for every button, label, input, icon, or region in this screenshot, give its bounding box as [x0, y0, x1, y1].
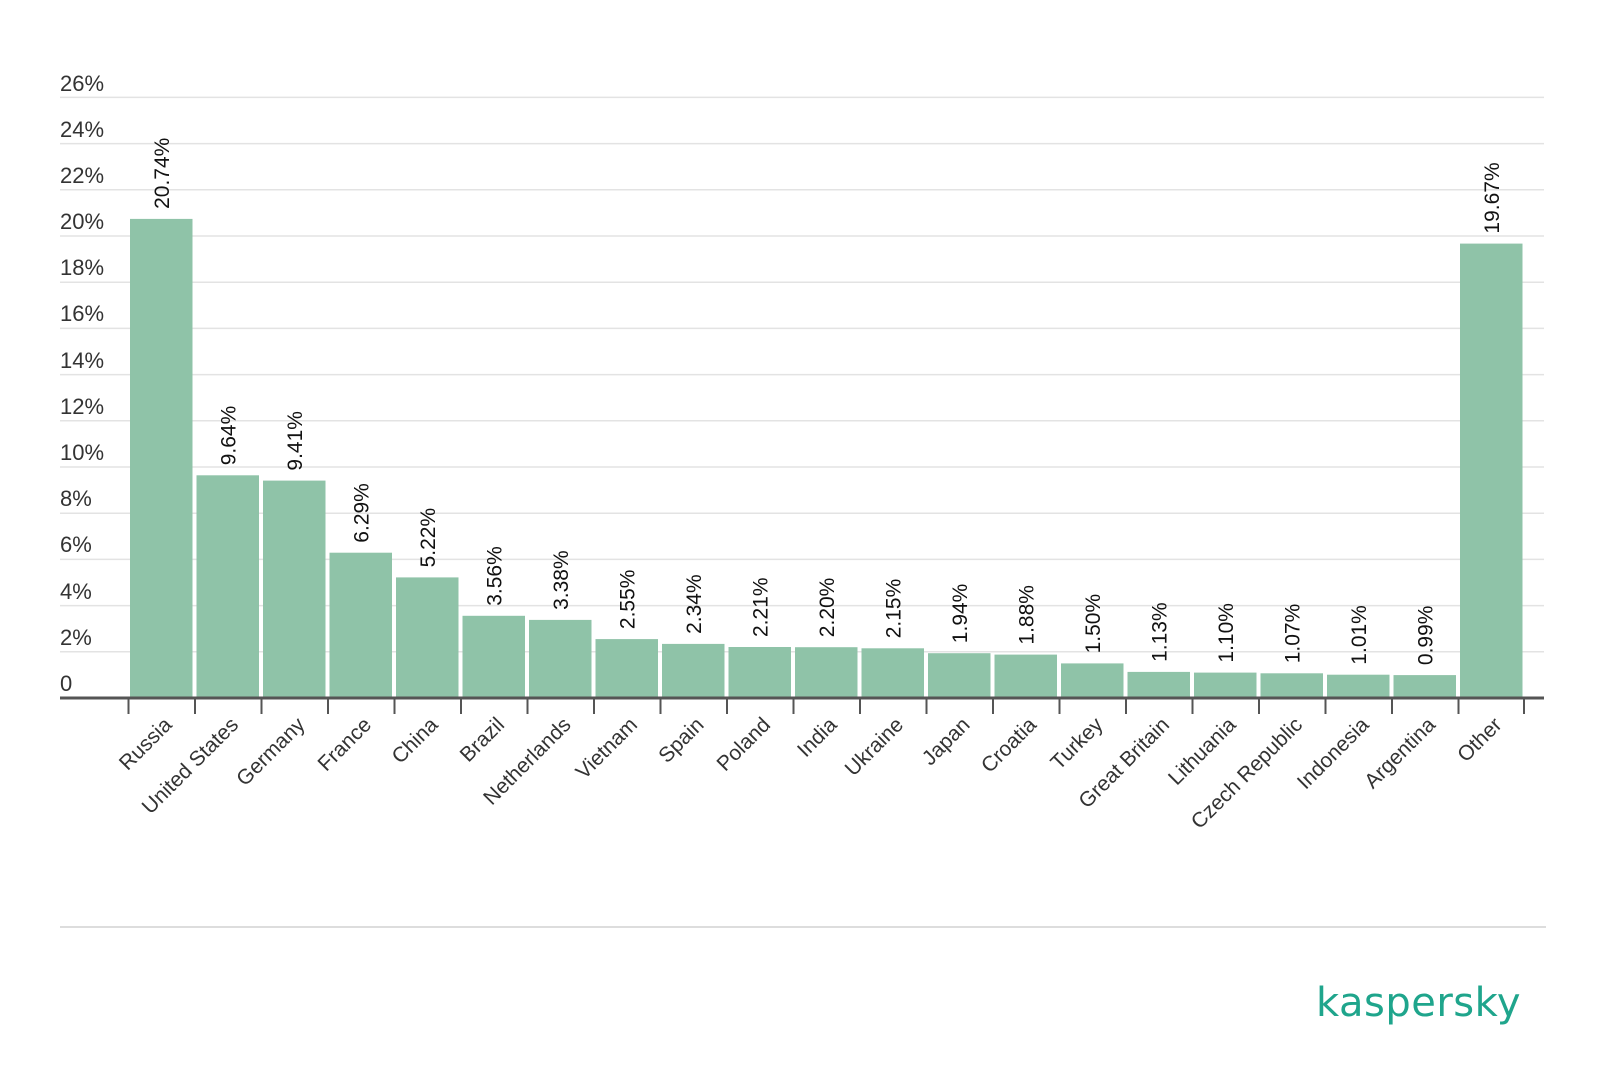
- bar: [1260, 673, 1323, 698]
- x-tick-label: Germany: [232, 713, 310, 791]
- x-tick-label: Other: [1453, 713, 1506, 766]
- x-tick-label: Brazil: [456, 713, 509, 766]
- value-label: 2.21%: [749, 577, 772, 637]
- x-tick-label: Japan: [918, 713, 975, 770]
- bar: [928, 653, 991, 698]
- y-tick-label: 12%: [60, 394, 104, 419]
- bar: [462, 615, 525, 698]
- bar: [861, 648, 924, 698]
- value-label: 2.55%: [616, 570, 639, 630]
- value-label: 1.07%: [1281, 604, 1304, 664]
- bar: [1127, 671, 1190, 698]
- value-label: 9.41%: [284, 411, 307, 471]
- x-tick-label: Croatia: [977, 713, 1041, 777]
- value-label: 20.74%: [151, 138, 174, 209]
- value-label: 5.22%: [417, 508, 440, 568]
- y-tick-label: 14%: [60, 348, 104, 373]
- x-tick-label: Czech Republic: [1187, 713, 1307, 833]
- y-tick-label: 8%: [60, 486, 92, 511]
- value-label: 1.94%: [949, 584, 972, 644]
- bar: [1327, 674, 1390, 698]
- x-tick-label: India: [793, 713, 842, 762]
- bar: [196, 475, 259, 698]
- bars: [130, 218, 1523, 698]
- bar: [662, 643, 725, 698]
- bar: [728, 647, 791, 698]
- x-tick-label: Argentina: [1360, 713, 1440, 793]
- bar: [329, 552, 392, 698]
- x-tick-label: Vietnam: [572, 713, 642, 783]
- bar: [529, 619, 592, 698]
- value-label: 0.99%: [1414, 606, 1437, 666]
- bar: [1194, 672, 1257, 698]
- bar: [1460, 243, 1523, 698]
- value-label: 9.64%: [217, 406, 240, 466]
- kaspersky-logo: kaspersky: [1316, 980, 1522, 1026]
- x-tick-label: France: [314, 713, 376, 775]
- bar: [1061, 663, 1124, 698]
- value-label: 2.34%: [683, 574, 706, 634]
- x-tick-label: Spain: [654, 713, 708, 767]
- y-tick-label: 6%: [60, 532, 92, 557]
- value-label: 1.10%: [1215, 603, 1238, 663]
- value-labels: 20.74% 9.64% 9.41% 6.29% 5.22% 3.56% 3.3…: [151, 138, 1504, 665]
- value-label: 1.88%: [1015, 585, 1038, 645]
- y-tick-label: 0: [60, 671, 72, 696]
- y-axis-labels: 0 2% 4% 6% 8% 10% 12% 14% 16% 18% 20% 22…: [60, 71, 104, 696]
- y-tick-label: 2%: [60, 625, 92, 650]
- x-tick-label: Indonesia: [1293, 713, 1374, 794]
- x-tick-label: Turkey: [1046, 713, 1107, 774]
- y-tick-label: 18%: [60, 255, 104, 280]
- x-tick-label: Poland: [713, 713, 776, 776]
- x-tick-label: China: [387, 713, 442, 768]
- bar: [263, 480, 326, 698]
- x-ticks: [127, 698, 1525, 714]
- bar: [130, 218, 193, 698]
- y-tick-label: 22%: [60, 163, 104, 188]
- bar: [1393, 675, 1456, 698]
- bar: [795, 647, 858, 698]
- bar: [994, 654, 1057, 698]
- value-label: 6.29%: [350, 483, 373, 543]
- x-tick-label: Ukraine: [841, 713, 908, 780]
- value-label: 1.13%: [1148, 602, 1171, 662]
- y-tick-label: 24%: [60, 117, 104, 142]
- y-tick-label: 10%: [60, 440, 104, 465]
- bar: [396, 577, 459, 698]
- y-tick-label: 26%: [60, 71, 104, 96]
- value-label: 1.01%: [1348, 605, 1371, 665]
- value-label: 3.56%: [483, 546, 506, 606]
- y-tick-label: 16%: [60, 301, 104, 326]
- value-label: 3.38%: [550, 550, 573, 610]
- value-label: 2.20%: [816, 578, 839, 638]
- x-tick-label: Russia: [115, 713, 177, 775]
- x-axis: [60, 696, 1544, 714]
- x-axis-labels: Russia United States Germany France Chin…: [115, 713, 1507, 834]
- bar: [595, 639, 658, 698]
- y-tick-label: 4%: [60, 579, 92, 604]
- value-label: 1.50%: [1082, 594, 1105, 654]
- value-label: 2.15%: [882, 579, 905, 639]
- y-tick-label: 20%: [60, 209, 104, 234]
- value-label: 19.67%: [1481, 162, 1504, 233]
